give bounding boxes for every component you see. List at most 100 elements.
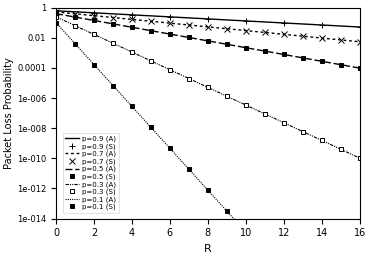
p=0.9 (A) (350, 25, 354, 28)
Line: p=0.1 (A): p=0.1 (A) (56, 23, 360, 234)
p=0.5 (S) (130, 26, 134, 29)
Line: p=0.7 (S): p=0.7 (S) (53, 9, 363, 45)
Line: p=0.1 (S): p=0.1 (S) (54, 21, 229, 213)
p=0.3 (A) (200, 83, 204, 86)
p=0.7 (A) (235, 28, 239, 31)
p=0.7 (S) (263, 31, 267, 34)
p=0.1 (A) (303, 232, 308, 235)
p=0.9 (S) (206, 17, 210, 20)
p=0.1 (S) (187, 168, 191, 171)
p=0.9 (S) (320, 23, 324, 27)
p=0.5 (S) (300, 56, 305, 59)
p=0.3 (S) (282, 121, 286, 124)
p=0.5 (S) (357, 67, 362, 70)
p=0.3 (S) (320, 139, 324, 142)
p=0.3 (S) (111, 42, 115, 45)
p=0.5 (S) (54, 12, 58, 15)
X-axis label: R: R (204, 244, 212, 254)
p=0.7 (S) (206, 25, 210, 28)
p=0.1 (S) (168, 147, 172, 150)
p=0.3 (S) (243, 103, 248, 107)
p=0.1 (S) (73, 42, 77, 45)
p=0.7 (S) (54, 10, 58, 13)
p=0.7 (S) (73, 12, 77, 15)
p=0.5 (S) (168, 33, 172, 36)
p=0.5 (S) (320, 60, 324, 63)
p=0.7 (A) (54, 10, 58, 13)
p=0.5 (A) (200, 38, 204, 41)
p=0.5 (S) (73, 15, 77, 19)
Line: p=0.9 (A): p=0.9 (A) (56, 11, 360, 27)
p=0.9 (A) (235, 19, 239, 22)
p=0.9 (S) (357, 26, 362, 29)
p=0.5 (A) (357, 67, 362, 70)
p=0.3 (S) (54, 15, 58, 18)
p=0.9 (S) (282, 21, 286, 25)
p=0.1 (A) (198, 180, 202, 183)
p=0.7 (S) (282, 33, 286, 36)
p=0.5 (S) (243, 46, 248, 49)
p=0.1 (S) (54, 21, 58, 24)
p=0.9 (A) (198, 17, 202, 20)
Line: p=0.9 (S): p=0.9 (S) (53, 8, 363, 30)
p=0.5 (A) (54, 12, 58, 15)
p=0.1 (A) (54, 21, 58, 24)
p=0.7 (A) (218, 27, 223, 30)
Legend: p=0.9 (A), p=0.9 (S), p=0.7 (A), p=0.7 (S), p=0.5 (A), p=0.5 (S), p=0.3 (A), p=0: p=0.9 (A), p=0.9 (S), p=0.7 (A), p=0.7 (… (63, 133, 119, 213)
p=0.5 (A) (235, 45, 239, 48)
p=0.7 (S) (320, 36, 324, 39)
p=0.9 (S) (92, 11, 96, 14)
p=0.9 (A) (303, 22, 307, 26)
p=0.3 (A) (218, 92, 223, 95)
p=0.3 (S) (339, 148, 343, 151)
p=0.3 (S) (130, 51, 134, 54)
p=0.7 (A) (200, 25, 204, 28)
p=0.5 (S) (111, 22, 115, 26)
p=0.5 (S) (187, 36, 191, 39)
p=0.9 (S) (54, 9, 58, 12)
p=0.3 (A) (198, 82, 202, 85)
p=0.5 (A) (198, 38, 202, 41)
p=0.7 (S) (300, 35, 305, 38)
p=0.9 (A) (357, 26, 362, 29)
Line: p=0.5 (S): p=0.5 (S) (54, 12, 362, 70)
p=0.5 (S) (263, 50, 267, 53)
p=0.3 (S) (300, 130, 305, 133)
p=0.3 (S) (263, 112, 267, 115)
p=0.5 (A) (350, 65, 354, 68)
p=0.3 (A) (357, 157, 362, 160)
p=0.5 (A) (218, 42, 223, 45)
p=0.7 (S) (187, 23, 191, 27)
p=0.1 (S) (149, 126, 153, 129)
p=0.7 (S) (357, 40, 362, 43)
p=0.1 (S) (206, 189, 210, 192)
p=0.9 (S) (168, 15, 172, 18)
p=0.7 (A) (350, 39, 354, 43)
p=0.5 (A) (303, 57, 307, 60)
p=0.1 (S) (111, 84, 115, 87)
p=0.3 (S) (357, 157, 362, 160)
p=0.7 (A) (198, 25, 202, 28)
p=0.3 (A) (54, 15, 58, 18)
p=0.7 (S) (339, 38, 343, 42)
p=0.7 (A) (357, 40, 362, 43)
p=0.7 (S) (168, 22, 172, 25)
p=0.1 (A) (200, 182, 204, 186)
p=0.1 (S) (92, 63, 96, 66)
Line: p=0.3 (S): p=0.3 (S) (54, 15, 362, 160)
p=0.3 (S) (206, 86, 210, 89)
p=0.7 (S) (92, 14, 96, 17)
Y-axis label: Packet Loss Probability: Packet Loss Probability (4, 57, 14, 169)
p=0.3 (S) (225, 95, 229, 98)
p=0.7 (S) (111, 16, 115, 19)
p=0.1 (S) (130, 105, 134, 108)
p=0.5 (S) (339, 63, 343, 66)
Line: p=0.7 (A): p=0.7 (A) (56, 12, 360, 42)
p=0.3 (S) (168, 68, 172, 71)
p=0.9 (A) (218, 18, 223, 21)
p=0.9 (A) (54, 9, 58, 12)
p=0.3 (A) (235, 99, 239, 102)
Line: p=0.5 (A): p=0.5 (A) (56, 14, 360, 68)
p=0.1 (A) (351, 232, 355, 235)
Line: p=0.3 (A): p=0.3 (A) (56, 17, 360, 158)
